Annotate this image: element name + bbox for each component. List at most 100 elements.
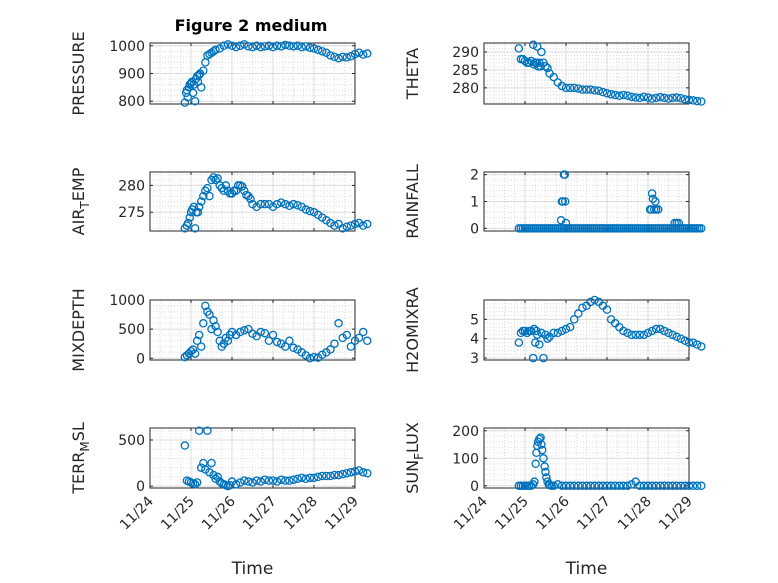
data-point (627, 330, 636, 340)
data-point (293, 474, 302, 484)
data-point (627, 92, 636, 102)
data-point (602, 88, 612, 98)
data-point (193, 207, 203, 217)
data-point (192, 72, 202, 81)
y-axis-label: RAINFALL (403, 164, 422, 239)
data-point (237, 182, 247, 191)
data-point (289, 475, 298, 484)
data-point (363, 336, 372, 346)
data-point (285, 476, 294, 485)
data-point (186, 347, 196, 356)
data-point (285, 201, 294, 211)
data-point (619, 326, 628, 336)
data-point (350, 467, 360, 476)
y-tick-label: 900 (118, 67, 145, 83)
data-point (610, 90, 620, 100)
data-point (660, 93, 669, 103)
data-point (350, 49, 360, 59)
data-point (648, 194, 658, 204)
data-point (549, 481, 558, 491)
data-point (674, 218, 684, 228)
data-point (535, 340, 544, 349)
data-point (537, 328, 546, 338)
data-point (635, 330, 645, 340)
data-point (272, 41, 282, 51)
data-point (338, 469, 347, 479)
y-axis-label: THETA (403, 48, 422, 100)
data-point (346, 52, 356, 61)
data-series (514, 170, 706, 233)
y-axis-label: AIRTEMP (69, 167, 92, 235)
data-point (358, 327, 368, 337)
data-point (190, 480, 200, 489)
panel-mixdepth: 0 500 1000 MIXDEPTH (69, 288, 372, 372)
data-point (514, 44, 524, 53)
data-point (219, 41, 229, 51)
data-point (543, 63, 552, 73)
y-tick-label: 2 (470, 168, 479, 184)
data-point (569, 83, 579, 93)
data-point (248, 329, 257, 339)
y-tick-label: 290 (452, 45, 479, 61)
data-point (289, 42, 298, 51)
data-point (672, 332, 681, 342)
data-point (231, 42, 241, 52)
data-point (248, 42, 257, 52)
data-point (260, 328, 270, 338)
axes-box (149, 171, 356, 232)
data-point (205, 310, 214, 319)
data-point (531, 459, 540, 469)
data-point (602, 305, 612, 314)
y-tick-label: 200 (452, 424, 479, 440)
data-point (532, 326, 541, 336)
data-point (537, 47, 546, 57)
data-point (211, 45, 220, 55)
data-point (556, 216, 566, 225)
data-point (235, 327, 245, 337)
data-point (326, 471, 335, 481)
data-point (692, 340, 702, 349)
data-point (209, 316, 218, 325)
data-point (615, 91, 624, 100)
y-tick-label: 0 (136, 479, 145, 495)
data-point (326, 345, 335, 354)
data-point (535, 434, 544, 444)
data-point (692, 481, 702, 491)
data-point (244, 42, 253, 51)
data-point (231, 186, 241, 196)
data-point (530, 477, 539, 486)
data-point (256, 199, 265, 209)
data-point (203, 183, 212, 193)
data-point (537, 440, 546, 449)
data-point (334, 319, 343, 328)
data-point (196, 83, 206, 92)
data-point (535, 58, 544, 67)
y-tick-label: 280 (118, 178, 145, 194)
data-point (322, 471, 331, 481)
data-point (199, 319, 208, 328)
data-point (668, 93, 677, 103)
data-point (235, 478, 245, 487)
data-point (660, 326, 669, 336)
data-point (561, 481, 571, 491)
data-point (528, 40, 538, 50)
data-point (211, 321, 220, 331)
data-point (664, 328, 673, 338)
data-point (268, 42, 278, 52)
data-point (590, 295, 599, 305)
data-point (533, 42, 542, 51)
data-point (516, 328, 526, 338)
data-point (635, 93, 645, 103)
y-tick-label: 100 (452, 451, 479, 467)
data-point (313, 472, 323, 482)
data-point (623, 91, 632, 100)
data-point (196, 342, 206, 351)
data-point (541, 62, 550, 71)
panel-pressure: 800 900 1000 PRESSURE (69, 31, 372, 116)
data-point (578, 481, 587, 491)
data-point (520, 326, 530, 336)
y-tick-label: 280 (452, 81, 479, 97)
data-point (276, 42, 286, 51)
data-point (334, 470, 343, 480)
data-point (276, 198, 286, 207)
